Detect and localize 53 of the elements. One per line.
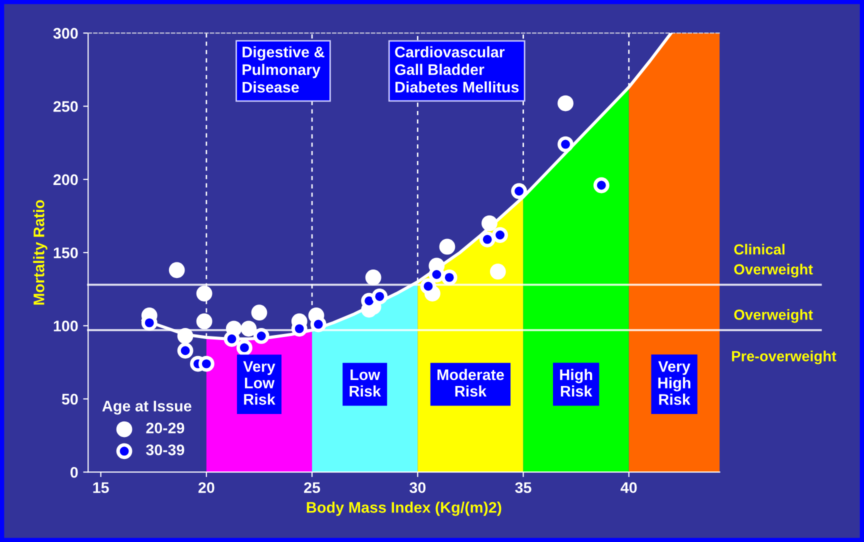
point [240,320,257,337]
point [196,313,212,330]
point [372,288,388,304]
band-label: Very Low Risk [243,361,276,405]
point [177,342,194,359]
x-axis-title: Body Mass Index (Kg/(m)2) [306,502,502,516]
band-label: High Risk [560,368,592,397]
legend-label: 30-39 [146,444,184,456]
point [482,215,498,232]
y-tick-label: 200 [53,174,78,186]
point [310,316,326,332]
annotation: Cardiovascular Gall Bladder Diabetes Mellitus [395,46,519,93]
point [198,356,214,372]
legend-label: 20-29 [146,422,184,434]
point [593,177,610,194]
point [177,328,194,344]
x-tick-label: 20 [198,482,214,494]
point [511,183,527,200]
point [420,278,436,294]
y-tick-label: 50 [62,394,78,405]
y-tick-label: 0 [70,466,78,478]
point [492,227,508,243]
point [439,238,456,255]
point [558,95,574,112]
x-tick-label: 35 [515,482,532,494]
point [224,330,240,347]
point [236,340,252,356]
point [558,136,574,152]
legend-title: Age at Issue [102,400,192,415]
y-tick-label: 300 [53,28,78,39]
point [441,270,458,286]
point [490,264,506,280]
ref-line-label: Overweight [734,309,813,323]
ref-line-label: Clinical Overweight [734,244,813,278]
point [251,304,268,321]
point [168,262,185,278]
point [253,328,270,344]
band-label: Moderate Risk [438,368,504,397]
x-tick-label: 25 [304,482,320,494]
y-tick-label: 250 [53,101,78,112]
annotation: Digestive & Pulmonary Disease [242,46,324,93]
point [479,231,496,248]
text: Pre-overweight [732,350,836,364]
y-tick-label: 150 [54,247,78,258]
x-tick-label: 15 [93,482,109,494]
y-axis-title: Mortality Ratio [33,200,48,305]
point [365,270,382,286]
y-tick-label: 100 [54,320,78,332]
x-tick-label: 40 [620,482,637,494]
point [196,286,212,302]
x-tick-label: 30 [410,482,426,494]
band-label: Very High Risk [658,361,690,405]
band-label: Low Risk [350,369,381,397]
